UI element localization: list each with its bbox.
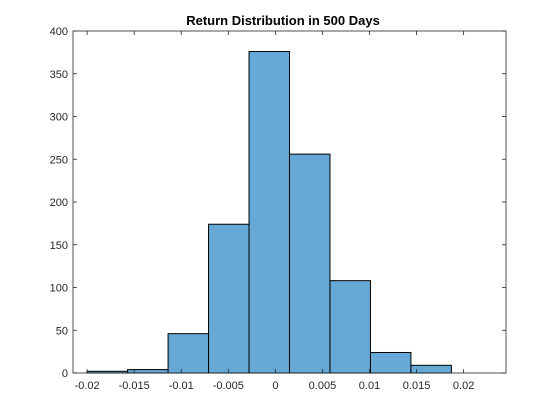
x-tick-label: 0.01 (359, 380, 380, 392)
y-tick-label: 200 (50, 197, 68, 209)
histogram-bar (248, 51, 290, 374)
y-tick-label: 400 (50, 26, 68, 38)
x-tick-label: 0 (272, 380, 278, 392)
plot-area: -0.02 -0.015 -0.01 -0.005 0 0.005 0.01 0.015 0.0… (50, 26, 507, 392)
x-tick-label: 0.02 (453, 380, 474, 392)
x-tick-label: -0.01 (169, 380, 194, 392)
histogram-bar (329, 280, 371, 374)
x-tick-label: -0.015 (119, 380, 150, 392)
y-tick-label: 0 (62, 368, 68, 380)
x-tick-label: 0.005 (309, 380, 337, 392)
x-tick-label: -0.005 (213, 380, 244, 392)
histogram-bar (369, 351, 412, 374)
y-tick-label: 100 (50, 283, 68, 295)
x-tick-label: 0.015 (403, 380, 431, 392)
y-tick-label: 150 (50, 240, 68, 252)
y-tick-label: 300 (50, 112, 68, 124)
histogram-bar (127, 369, 169, 374)
histogram-bar (208, 223, 250, 374)
histogram-bar (167, 333, 210, 374)
y-tick-label: 250 (50, 154, 68, 166)
chart-title: Return Distribution in 500 Days (186, 13, 380, 28)
histogram-bar (410, 364, 452, 374)
y-tick-label: 350 (50, 69, 68, 81)
x-tick-label: -0.02 (75, 380, 100, 392)
histogram-bar (289, 153, 331, 374)
y-tick-label: 50 (56, 325, 68, 337)
